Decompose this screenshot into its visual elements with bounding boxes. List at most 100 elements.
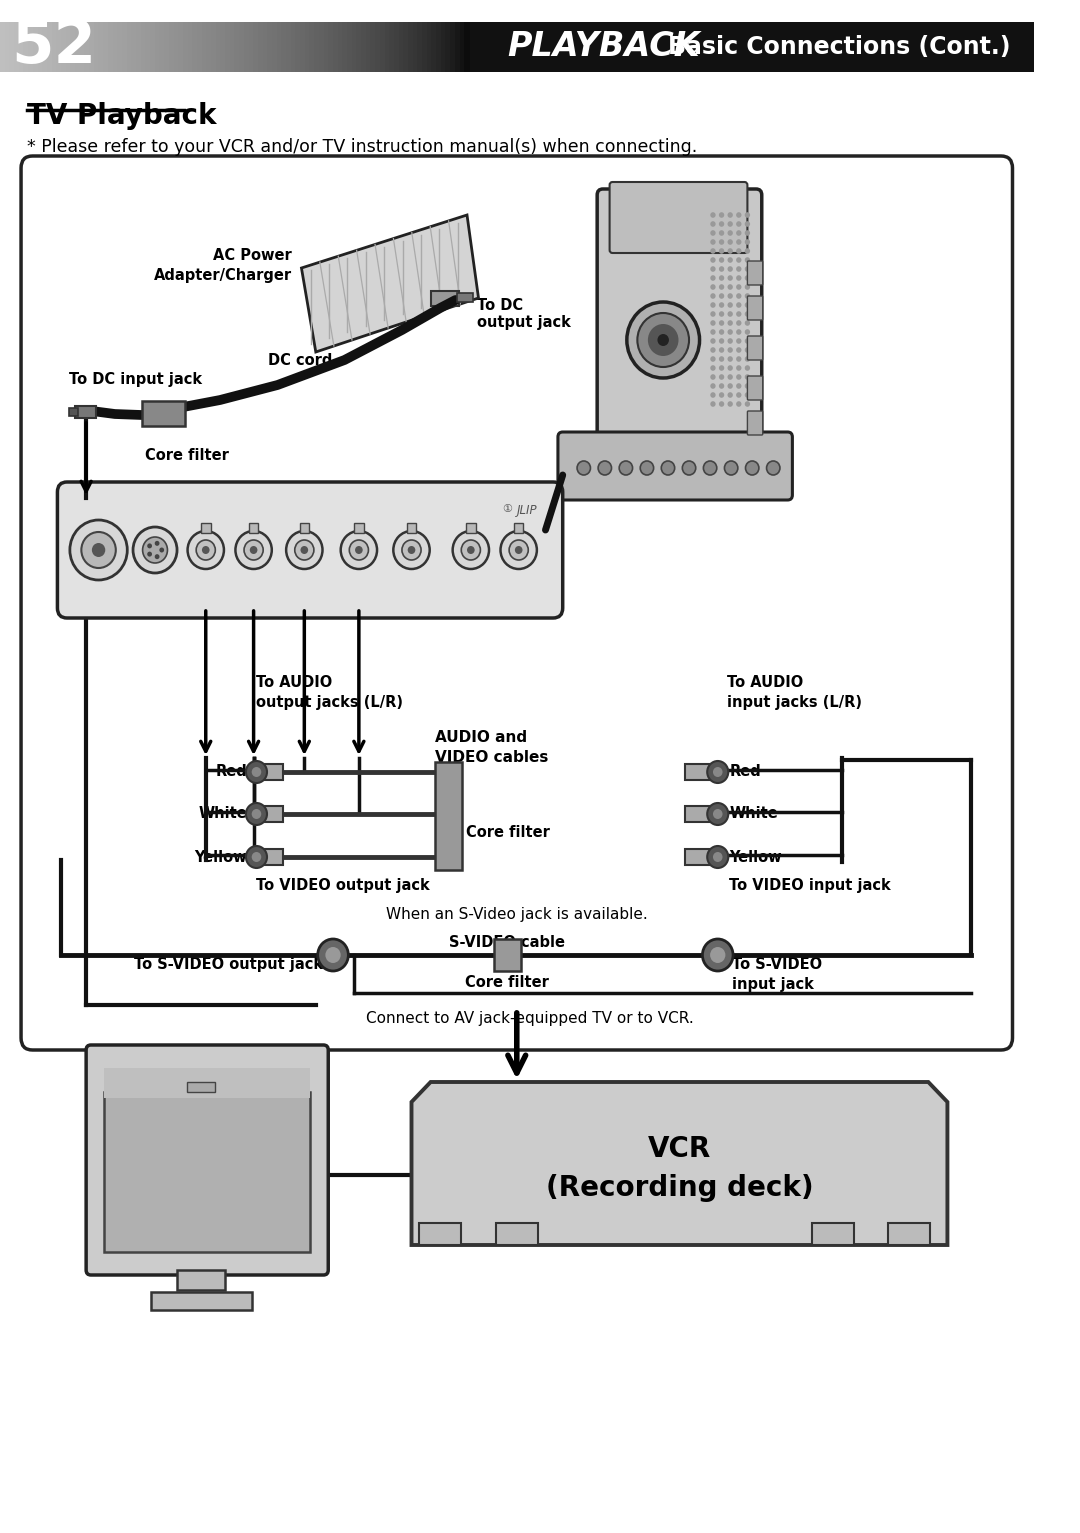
Bar xyxy=(216,21,221,72)
Circle shape xyxy=(286,530,323,569)
FancyBboxPatch shape xyxy=(558,432,793,500)
Circle shape xyxy=(711,302,716,308)
Circle shape xyxy=(92,543,105,556)
Circle shape xyxy=(719,320,725,327)
Bar xyxy=(419,1223,461,1245)
Bar xyxy=(811,1223,853,1245)
Circle shape xyxy=(719,374,725,380)
Bar xyxy=(417,21,423,72)
Bar xyxy=(10,21,15,72)
Circle shape xyxy=(745,365,751,371)
Bar xyxy=(28,21,33,72)
Bar xyxy=(256,763,283,780)
Text: To VIDEO input jack: To VIDEO input jack xyxy=(729,878,891,894)
Bar xyxy=(399,21,404,72)
Circle shape xyxy=(197,540,215,560)
Circle shape xyxy=(711,402,716,406)
Bar xyxy=(328,21,334,72)
Circle shape xyxy=(719,267,725,271)
Circle shape xyxy=(702,940,733,970)
Circle shape xyxy=(745,356,751,362)
Text: Core filter: Core filter xyxy=(465,975,549,990)
Circle shape xyxy=(737,383,742,389)
Bar xyxy=(211,21,217,72)
Circle shape xyxy=(154,541,160,546)
Circle shape xyxy=(745,320,751,327)
Circle shape xyxy=(745,230,751,236)
Bar xyxy=(276,21,282,72)
Bar xyxy=(467,523,475,533)
Bar xyxy=(202,21,207,72)
Bar xyxy=(347,21,353,72)
Circle shape xyxy=(711,239,716,245)
Bar xyxy=(888,1223,930,1245)
Circle shape xyxy=(719,248,725,254)
Circle shape xyxy=(202,546,210,553)
Circle shape xyxy=(640,461,653,475)
Bar xyxy=(514,523,524,533)
Circle shape xyxy=(619,461,633,475)
Circle shape xyxy=(728,374,733,380)
Bar xyxy=(333,21,339,72)
Circle shape xyxy=(340,530,377,569)
Text: DC cord: DC cord xyxy=(268,353,333,368)
FancyBboxPatch shape xyxy=(57,481,563,618)
Bar xyxy=(441,21,446,72)
Bar xyxy=(431,21,437,72)
Bar xyxy=(150,21,156,72)
Circle shape xyxy=(711,258,716,262)
Circle shape xyxy=(461,540,481,560)
FancyBboxPatch shape xyxy=(609,182,747,253)
Circle shape xyxy=(728,293,733,299)
Circle shape xyxy=(318,940,349,970)
Circle shape xyxy=(70,520,127,579)
Circle shape xyxy=(728,248,733,254)
Bar xyxy=(384,21,390,72)
Circle shape xyxy=(246,803,267,825)
Bar xyxy=(174,21,179,72)
Circle shape xyxy=(745,374,751,380)
Circle shape xyxy=(393,530,430,569)
Circle shape xyxy=(737,267,742,271)
Text: Yellow: Yellow xyxy=(729,849,782,865)
Circle shape xyxy=(745,330,751,334)
Text: To DC
output jack: To DC output jack xyxy=(476,297,570,331)
Bar xyxy=(408,21,414,72)
Circle shape xyxy=(325,947,340,963)
Circle shape xyxy=(235,530,272,569)
Bar xyxy=(108,21,113,72)
Circle shape xyxy=(711,221,716,227)
Bar xyxy=(0,21,5,72)
Bar xyxy=(319,21,324,72)
Circle shape xyxy=(737,392,742,397)
Circle shape xyxy=(349,540,368,560)
Text: To DC input jack: To DC input jack xyxy=(69,373,202,386)
Bar xyxy=(494,940,521,970)
Circle shape xyxy=(745,383,751,389)
FancyBboxPatch shape xyxy=(21,156,1012,1050)
Text: S-VIDEO cable: S-VIDEO cable xyxy=(449,935,565,950)
Circle shape xyxy=(252,852,261,862)
Bar xyxy=(354,523,364,533)
Circle shape xyxy=(737,330,742,334)
Bar xyxy=(151,1292,252,1311)
Circle shape xyxy=(713,766,723,777)
Bar xyxy=(291,21,296,72)
Circle shape xyxy=(683,461,696,475)
Bar xyxy=(94,21,99,72)
Text: VCR
(Recording deck): VCR (Recording deck) xyxy=(545,1134,813,1202)
Polygon shape xyxy=(301,215,478,353)
Bar xyxy=(262,21,268,72)
Bar xyxy=(361,21,367,72)
Text: Red: Red xyxy=(215,765,247,779)
Circle shape xyxy=(767,461,780,475)
Circle shape xyxy=(143,537,167,563)
Circle shape xyxy=(737,276,742,281)
Circle shape xyxy=(711,330,716,334)
Circle shape xyxy=(598,461,611,475)
Bar xyxy=(413,21,418,72)
Bar xyxy=(75,21,81,72)
Text: Core filter: Core filter xyxy=(467,825,550,840)
Circle shape xyxy=(728,320,733,327)
Bar xyxy=(394,21,400,72)
